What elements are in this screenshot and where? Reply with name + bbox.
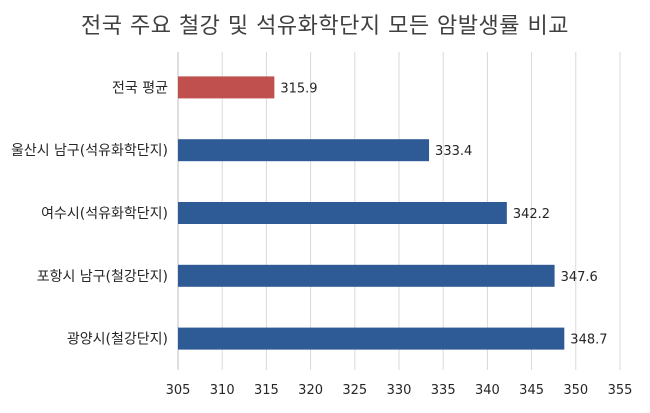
bar <box>178 327 565 350</box>
category-label: 여수시(석유화학단지) <box>41 206 168 222</box>
x-tick-label: 310 <box>210 383 235 398</box>
chart-title: 전국 주요 철강 및 석유화학단지 모든 암발생률 비교 <box>81 14 569 39</box>
x-tick-label: 320 <box>298 383 323 398</box>
x-tick-label: 305 <box>166 383 191 398</box>
category-label: 광양시(철강단지) <box>67 332 168 348</box>
data-label: 342.2 <box>513 207 550 222</box>
x-tick-label: 355 <box>608 383 633 398</box>
x-tick-label: 325 <box>342 383 367 398</box>
data-label: 348.7 <box>570 333 607 348</box>
bar <box>178 264 555 287</box>
category-label: 울산시 남구(석유화학단지) <box>11 143 168 159</box>
x-tick-label: 345 <box>519 383 544 398</box>
data-label: 347.6 <box>561 270 598 285</box>
data-label: 333.4 <box>435 144 472 159</box>
data-label: 315.9 <box>280 81 317 96</box>
bar <box>178 76 275 99</box>
bar <box>178 202 507 224</box>
x-tick-label: 340 <box>475 383 500 398</box>
bar <box>178 139 430 162</box>
x-tick-label: 350 <box>563 383 588 398</box>
x-tick-label: 330 <box>387 383 412 398</box>
category-label: 포항시 남구(철강단지) <box>37 269 168 285</box>
x-tick-label: 335 <box>431 383 456 398</box>
category-label: 전국 평균 <box>112 80 168 96</box>
x-tick-label: 315 <box>254 383 279 398</box>
